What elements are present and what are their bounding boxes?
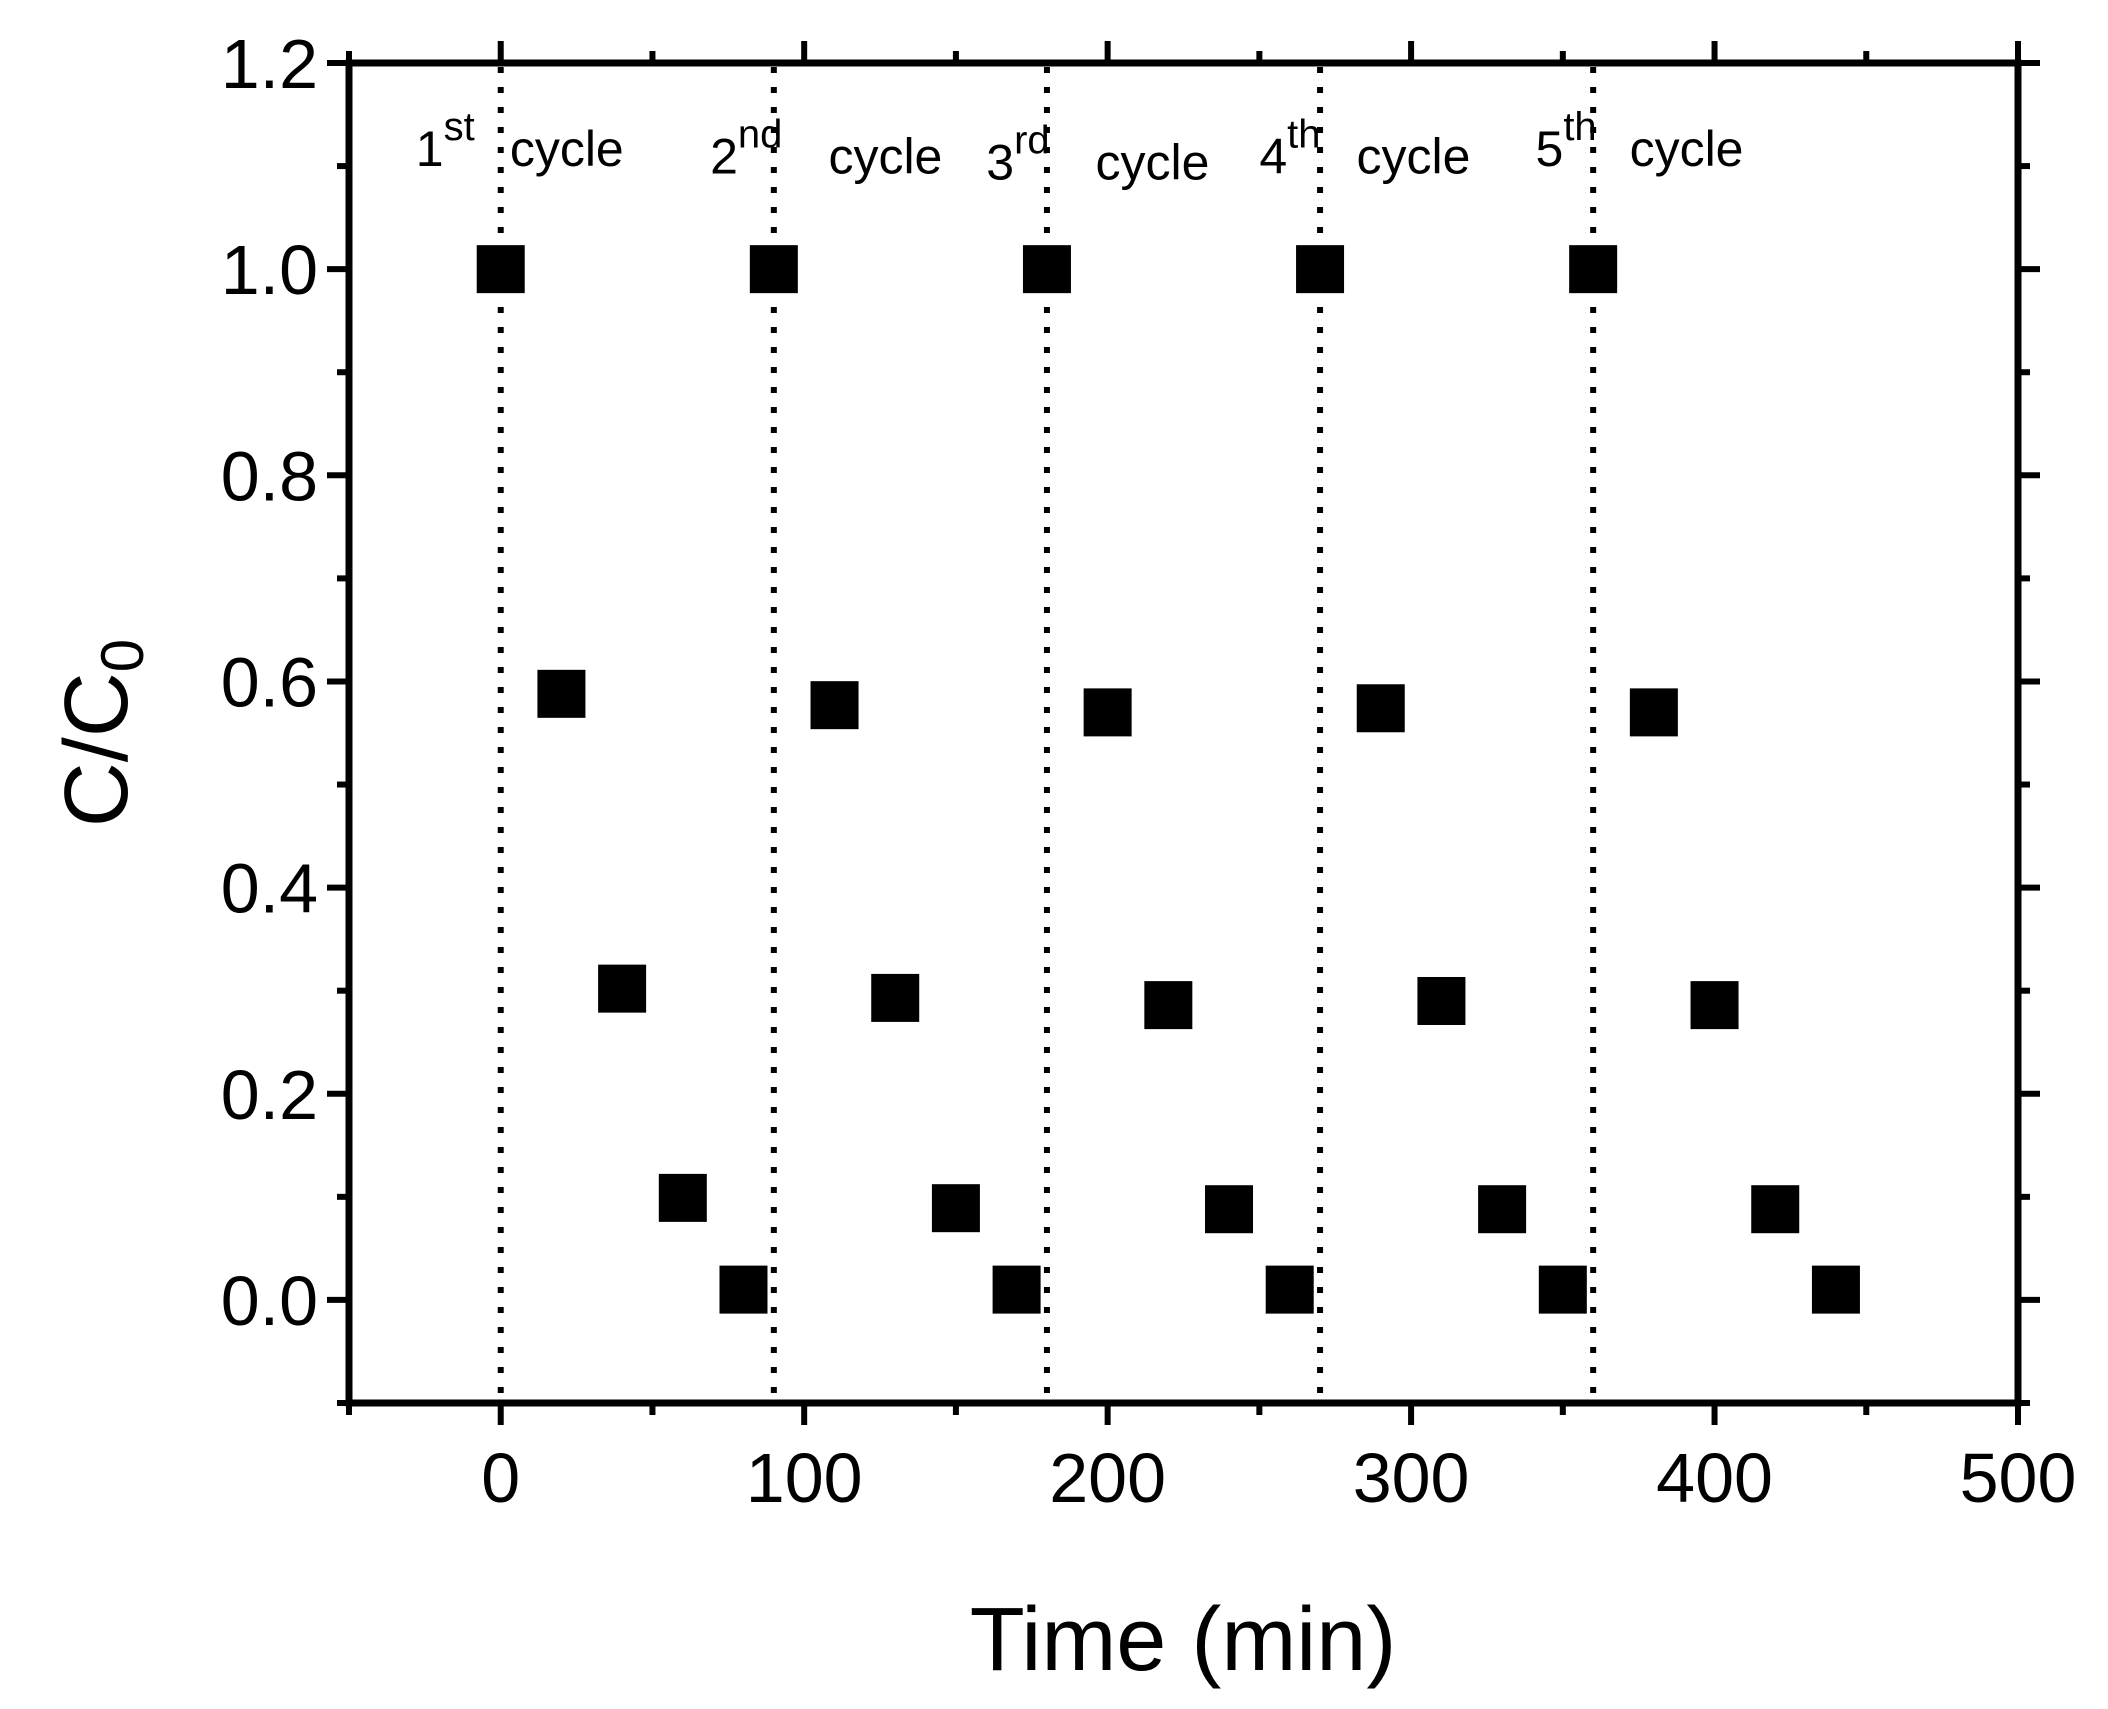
y-tick-labels: 0.0 0.2 0.4 0.6 0.8 1.0 1.2 (221, 25, 318, 1340)
cycle-number-4: 4 (1259, 128, 1287, 184)
data-point-10 (1022, 245, 1071, 294)
x-tick-label-4: 400 (1656, 1439, 1773, 1517)
x-tick-label-3: 300 (1353, 1439, 1470, 1517)
cycle-suffix-5: th (1563, 105, 1596, 149)
cycle-suffix-1: st (444, 105, 475, 149)
y-tick-label-6: 1.2 (221, 25, 318, 103)
data-point-18 (1478, 1185, 1527, 1234)
cycle-label-2: 2nd (710, 112, 782, 184)
cycle-suffix-3: rd (1014, 118, 1050, 162)
data-point-12 (1144, 981, 1193, 1030)
y-tick-label-3: 0.6 (221, 643, 318, 721)
data-point-2 (598, 964, 647, 1013)
data-point-1 (537, 669, 586, 718)
x-axis-title: Time (min) (970, 1590, 1397, 1690)
cycle-label-5: 5th (1536, 105, 1597, 177)
data-point-9 (992, 1265, 1041, 1314)
y-tick-label-0: 0.0 (221, 1262, 318, 1340)
cycle-word-4: cycle (1356, 128, 1470, 184)
cycle-suffix-2: nd (738, 112, 783, 156)
x-tick-label-0: 0 (481, 1439, 520, 1517)
data-point-14 (1265, 1265, 1314, 1314)
cycle-number-3: 3 (986, 134, 1014, 190)
cycle-number-5: 5 (1536, 121, 1564, 177)
data-point-7 (871, 973, 920, 1022)
y-axis-title-subscript: 0 (89, 639, 156, 672)
y-tick-label-4: 0.8 (221, 437, 318, 515)
axis-ticks (327, 41, 2040, 1425)
data-point-17 (1417, 977, 1466, 1025)
y-tick-label-1: 0.2 (221, 1056, 318, 1134)
data-point-11 (1083, 688, 1132, 737)
cycle-label-3: 3rd (986, 118, 1049, 190)
y-axis-title: C/C0 (47, 639, 156, 827)
data-point-23 (1751, 1185, 1800, 1234)
data-point-5 (749, 245, 798, 294)
data-points (476, 245, 1860, 1314)
cycle-suffix-4: th (1287, 112, 1320, 156)
cycle-number-1: 1 (416, 121, 444, 177)
data-point-0 (476, 245, 525, 294)
data-point-8 (931, 1184, 980, 1233)
cycle-word-1: cycle (510, 121, 624, 177)
x-tick-label-5: 500 (1960, 1439, 2077, 1517)
data-point-24 (1811, 1265, 1860, 1314)
cycle-number-2: 2 (710, 128, 738, 184)
data-point-6 (810, 681, 859, 730)
cycle-word-5: cycle (1630, 121, 1744, 177)
data-point-3 (658, 1173, 707, 1222)
cycle-word-3: cycle (1095, 134, 1209, 190)
data-point-22 (1690, 981, 1739, 1030)
cycle-label-1: 1st (416, 105, 475, 177)
cycle-label-4: 4th (1259, 112, 1320, 184)
x-tick-label-1: 100 (746, 1439, 863, 1517)
y-tick-label-5: 1.0 (221, 231, 318, 309)
cycle-annotations: 1st cycle 2nd cycle 3rd cycle 4th cycle 5th cycle (416, 105, 1744, 190)
data-point-19 (1538, 1265, 1587, 1314)
data-point-16 (1356, 684, 1405, 733)
y-axis-title-main: C/C (47, 672, 147, 827)
data-point-4 (719, 1265, 768, 1314)
y-tick-label-2: 0.4 (221, 850, 318, 928)
data-point-13 (1205, 1185, 1254, 1234)
x-tick-labels: 0 100 200 300 400 500 (481, 1439, 2076, 1517)
data-point-20 (1569, 245, 1618, 294)
data-point-21 (1629, 688, 1678, 737)
data-point-15 (1296, 245, 1345, 294)
cycle-word-2: cycle (828, 128, 942, 184)
x-tick-label-2: 200 (1049, 1439, 1166, 1517)
plot-frame (345, 59, 2022, 1407)
